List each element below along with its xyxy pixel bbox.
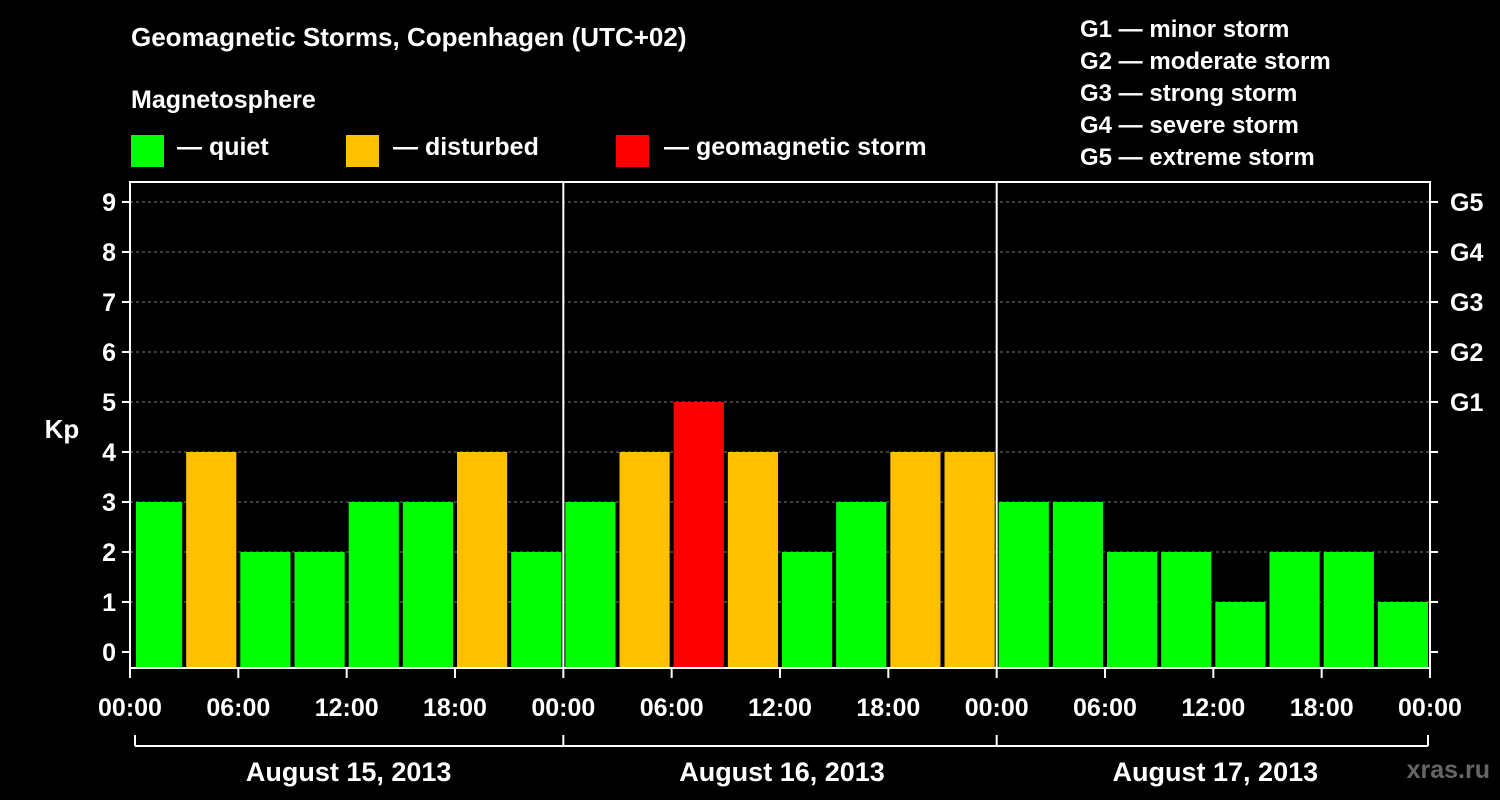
g-scale-label: G4 — [1450, 239, 1483, 267]
storm-scale-g5: G5 — extreme storm — [1080, 144, 1315, 171]
g-scale-label: G2 — [1450, 339, 1483, 367]
legend-heading: Magnetosphere — [131, 86, 316, 114]
legend-swatch-disturbed — [346, 135, 379, 167]
kp-bar — [673, 402, 724, 668]
x-tick-label: 06:00 — [206, 694, 270, 722]
g-scale-label: G5 — [1450, 189, 1483, 217]
storm-scale-g2: G2 — moderate storm — [1080, 48, 1331, 75]
kp-bar — [294, 552, 345, 668]
kp-bar — [890, 452, 941, 668]
kp-bar — [457, 452, 508, 668]
x-tick-label: 00:00 — [98, 694, 162, 722]
kp-bar — [565, 502, 616, 668]
legend-swatch-quiet — [131, 135, 164, 167]
kp-bar — [998, 502, 1049, 668]
x-tick-label: 00:00 — [531, 694, 595, 722]
kp-bar — [402, 502, 453, 668]
legend-label-storm: — geomagnetic storm — [664, 133, 927, 161]
g-scale-label: G3 — [1450, 289, 1483, 317]
x-tick-label: 00:00 — [965, 694, 1029, 722]
storm-scale-g3: G3 — strong storm — [1080, 80, 1298, 107]
kp-bar — [348, 502, 399, 668]
y-tick-label: 8 — [102, 239, 116, 267]
kp-bar — [727, 452, 778, 668]
legend-swatch-storm — [616, 135, 649, 167]
kp-bar — [782, 552, 833, 668]
kp-bar — [836, 502, 887, 668]
y-tick-label: 0 — [102, 639, 116, 667]
chart-title: Geomagnetic Storms, Copenhagen (UTC+02) — [131, 22, 687, 52]
kp-bar — [619, 452, 670, 668]
x-tick-label: 18:00 — [1290, 694, 1354, 722]
legend-label-disturbed: — disturbed — [393, 133, 539, 161]
y-tick-label: 2 — [102, 539, 116, 567]
legend-label-quiet: — quiet — [177, 133, 269, 161]
kp-bar — [1215, 602, 1266, 668]
kp-bar — [1107, 552, 1158, 668]
y-tick-label: 9 — [102, 189, 116, 217]
x-tick-label: 06:00 — [1073, 694, 1137, 722]
kp-bar — [186, 452, 237, 668]
kp-bar — [1377, 602, 1428, 668]
y-tick-label: 5 — [102, 389, 116, 417]
y-tick-label: 3 — [102, 489, 116, 517]
x-tick-label: 06:00 — [640, 694, 704, 722]
watermark: xras.ru — [1406, 756, 1490, 784]
y-tick-label: 6 — [102, 339, 116, 367]
kp-bar — [1269, 552, 1320, 668]
kp-bar — [1323, 552, 1374, 668]
kp-bar — [511, 552, 562, 668]
x-tick-label: 18:00 — [423, 694, 487, 722]
storm-scale-g1: G1 — minor storm — [1080, 16, 1290, 43]
day-label: August 17, 2013 — [1113, 757, 1319, 787]
x-tick-label: 18:00 — [856, 694, 920, 722]
kp-bar — [136, 502, 183, 668]
kp-bar — [1161, 552, 1212, 668]
kp-bar — [240, 552, 291, 668]
y-tick-label: 1 — [102, 589, 116, 617]
g-scale-label: G1 — [1450, 389, 1483, 417]
storm-scale-g4: G4 — severe storm — [1080, 112, 1299, 139]
y-tick-label: 7 — [102, 289, 116, 317]
x-tick-label: 12:00 — [315, 694, 379, 722]
x-tick-label: 00:00 — [1398, 694, 1462, 722]
x-tick-label: 12:00 — [748, 694, 812, 722]
kp-bar — [944, 452, 995, 668]
day-label: August 15, 2013 — [246, 757, 452, 787]
y-tick-label: 4 — [102, 439, 116, 467]
y-axis-label: Kp — [45, 414, 80, 444]
kp-bar — [1052, 502, 1103, 668]
day-label: August 16, 2013 — [679, 757, 885, 787]
x-tick-label: 12:00 — [1181, 694, 1245, 722]
